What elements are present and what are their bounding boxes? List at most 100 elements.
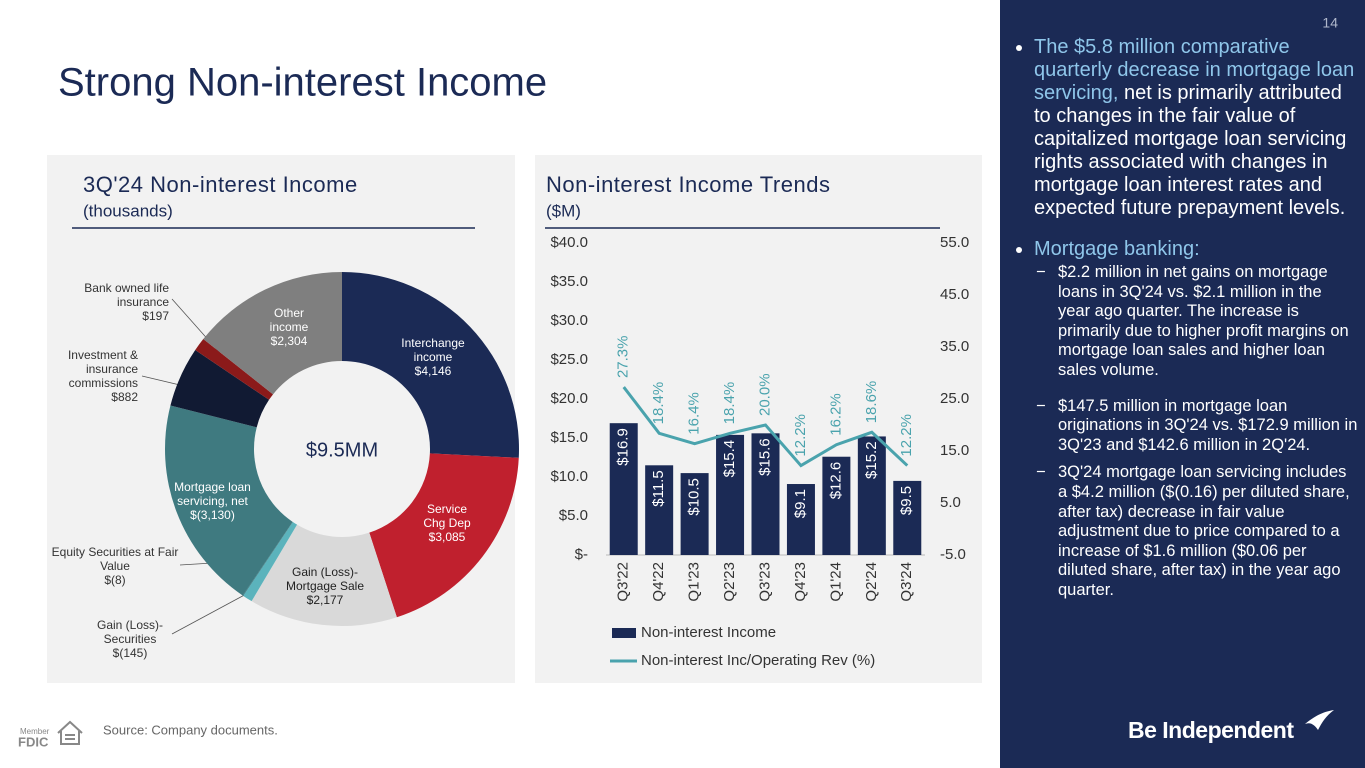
slice-category: Other income xyxy=(269,306,309,334)
slice-value: $(8) xyxy=(104,573,126,587)
side-panel xyxy=(1000,0,1365,768)
bar xyxy=(822,456,851,555)
line-value-label: 12.2% xyxy=(898,414,915,457)
slice-value: $2,304 xyxy=(270,334,308,348)
chart-subtitle: ($M) xyxy=(546,201,581,220)
house xyxy=(57,720,83,745)
bullet-highlight: Mortgage banking: xyxy=(1034,238,1200,260)
slice-category: Gain (Loss)- Securities xyxy=(96,618,164,646)
donut-slice xyxy=(251,524,397,626)
slice-category: Interchange income xyxy=(401,336,465,364)
page-number: 14 xyxy=(1322,15,1338,31)
x-tick-label: Q4'22 xyxy=(650,562,667,602)
x-tick-label: Q1'24 xyxy=(827,562,844,602)
slice-value: $3,085 xyxy=(428,530,466,544)
slice-category: Gain (Loss)- Mortgage Sale xyxy=(285,565,365,593)
x-tick-label: Q3'23 xyxy=(756,562,773,602)
sub-bullet: $2.2 million in net gains on mortgage lo… xyxy=(1036,263,1358,381)
x-tick-label: Q3'24 xyxy=(898,562,915,602)
y2-tick-label: 35.0 xyxy=(940,338,969,355)
y2-tick-label: 55.0 xyxy=(940,234,969,251)
line-value-label: 16.2% xyxy=(827,393,844,436)
legend-label: Non-interest Inc/Operating Rev (%) xyxy=(641,652,875,669)
fdic-text: FDIC xyxy=(18,734,49,749)
slice-label: Investment & insurance commissions $882 xyxy=(48,348,138,404)
line-value-label: 27.3% xyxy=(615,335,632,378)
slice-label: Interchange income $4,146 xyxy=(393,336,473,378)
center-label: $9.5MM xyxy=(306,439,378,461)
line-value-label: 20.0% xyxy=(756,373,773,416)
bar-value-label: $9.1 xyxy=(792,489,809,518)
donut-slice xyxy=(195,339,274,400)
line-value-label: 18.4% xyxy=(650,382,667,425)
line xyxy=(622,386,909,468)
x-tick-label: Q1'23 xyxy=(686,562,703,602)
slice-value: $882 xyxy=(111,390,138,404)
bar xyxy=(680,473,709,555)
donut-slice xyxy=(203,272,342,395)
line-value-label: 16.4% xyxy=(686,392,703,435)
bar-value-label: $15.2 xyxy=(863,441,880,479)
slice-value: $4,146 xyxy=(414,364,452,378)
donut-slice xyxy=(243,521,298,602)
slice-category: Equity Securities at Fair Value xyxy=(51,545,179,573)
slice-value: $(145) xyxy=(112,646,148,660)
legend-label: Non-interest Income xyxy=(641,624,776,641)
y-tick-label: $40.0 xyxy=(550,234,588,251)
y-tick-label: $- xyxy=(575,546,588,563)
y2-tick-label: -5.0 xyxy=(940,546,966,563)
member-text: Member xyxy=(20,727,50,736)
slice-category: Investment & insurance commissions xyxy=(67,348,138,390)
bar-value-label: $16.9 xyxy=(615,428,632,466)
y2-tick-label: 5.0 xyxy=(940,494,961,511)
donut-slice xyxy=(170,350,270,428)
slice-label: Bank owned life insurance $197 xyxy=(79,281,169,323)
slice-label: Equity Securities at Fair Value $(8) xyxy=(50,545,180,587)
bullets: The $5.8 million comparative quarterly d… xyxy=(1012,36,1358,601)
slice-value: $197 xyxy=(142,309,169,323)
chart-title: 3Q'24 Non-interest Income xyxy=(83,172,358,197)
y-tick-label: $5.0 xyxy=(559,507,588,524)
x-tick-label: Q4'23 xyxy=(792,562,809,602)
bar xyxy=(751,433,780,555)
bullet: The $5.8 million comparative quarterly d… xyxy=(1034,36,1358,220)
right-panel xyxy=(535,155,982,683)
bullet-list: The $5.8 million comparative quarterly d… xyxy=(1012,36,1358,619)
slice-label: Service Chg Dep $3,085 xyxy=(417,502,477,544)
bullet-text: net is primarily attributed to changes i… xyxy=(1034,82,1347,219)
line-value-label: 18.4% xyxy=(721,382,738,425)
bar xyxy=(609,423,638,555)
donut-slice xyxy=(369,453,519,618)
y-tick-label: $25.0 xyxy=(550,351,588,368)
y2-tick-label: 45.0 xyxy=(940,286,969,303)
y2-tick-label: 15.0 xyxy=(940,442,969,459)
chart-title: Non-interest Income Trends xyxy=(546,172,830,197)
y-tick-label: $30.0 xyxy=(550,312,588,329)
sub-bullets: $2.2 million in net gains on mortgage lo… xyxy=(1034,263,1358,601)
y-tick-label: $15.0 xyxy=(550,429,588,446)
donut-slice xyxy=(342,272,519,458)
sub-bullet: 3Q'24 mortgage loan servicing includes a… xyxy=(1036,463,1358,600)
bar-value-label: $9.5 xyxy=(898,486,915,515)
slice-value: $(3,130) xyxy=(190,508,235,522)
bar-value-label: $15.4 xyxy=(721,440,738,478)
y-tick-label: $20.0 xyxy=(550,390,588,407)
bar-value-label: $15.6 xyxy=(756,438,773,476)
y2-tick-label: 25.0 xyxy=(940,390,969,407)
source-note: Source: Company documents. xyxy=(103,722,278,737)
line-value-label: 18.6% xyxy=(863,381,880,424)
chart-subtitle: (thousands) xyxy=(83,201,173,220)
leader-line xyxy=(171,591,251,635)
slice-label: Gain (Loss)- Mortgage Sale $2,177 xyxy=(280,565,370,607)
bar xyxy=(857,436,886,555)
donut-slice xyxy=(164,405,293,596)
bar xyxy=(893,480,922,555)
bullet-highlight: The $5.8 million comparative quarterly d… xyxy=(1034,36,1355,104)
brand-bird xyxy=(1305,710,1334,730)
bar xyxy=(645,465,674,555)
slice-value: $2,177 xyxy=(306,593,344,607)
x-tick-label: Q2'24 xyxy=(863,562,880,602)
bar-value-label: $11.5 xyxy=(650,470,667,506)
